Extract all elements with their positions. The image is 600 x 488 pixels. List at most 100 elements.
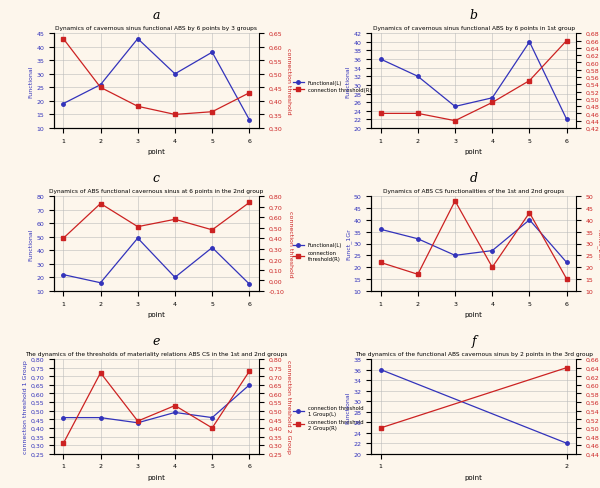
connection threshold(R) [97,85,104,91]
Functional(L) [563,117,570,123]
Line: Functional(L): Functional(L) [379,41,568,122]
Functional(L) [172,275,179,281]
Funct_1Gr(L) [451,253,458,259]
connection threshold(R) [60,37,67,42]
X-axis label: point: point [148,149,165,155]
Functional(L) [414,74,421,80]
Functional(L) [97,280,104,286]
connection threshold
1 Group(L) [172,409,179,415]
Funct_1Gr(L) [488,248,496,254]
Functional(L) [526,40,533,46]
Functional(L) [488,96,496,102]
Y-axis label: Functional: Functional [29,65,34,98]
Legend: connection threshold
1 Group(L), connection threshold
2 Group(R): connection threshold 1 Group(L), connect… [292,405,365,431]
connection threshold
2 Group(R) [134,418,142,424]
connection threshold(R) [134,104,142,110]
Y-axis label: Functional: Functional [346,390,351,423]
connection threshold
2 Group(R) [172,403,179,408]
connection
threshold(R) [488,101,496,106]
Line: connection
threshold(R): connection threshold(R) [62,202,251,241]
connection threshold
1 Group(L) [60,415,67,421]
Functional(L) [209,50,216,56]
Funct_2Gr(R) [488,264,496,270]
Line: Functional(L): Functional(L) [62,237,251,286]
Text: c: c [153,172,160,184]
Functional(L) [246,118,253,123]
Line: Funct_1Gr(L): Funct_1Gr(L) [379,219,568,264]
Funct_1Gr(L) [526,218,533,224]
Line: connection threshold
1 Group(L): connection threshold 1 Group(L) [62,384,251,425]
Line: Functional(L): Functional(L) [62,38,251,122]
Text: f: f [472,334,476,347]
Y-axis label: Funct_2Gr: Funct_2Gr [596,228,600,260]
Y-axis label: Funct_1Gr: Funct_1Gr [345,228,351,260]
connection threshold
2 Group(R) [209,425,216,431]
Functional(L) [60,102,67,107]
Title: Dynamics of ABS CS functionalities of the 1st and 2nd groups: Dynamics of ABS CS functionalities of th… [383,188,564,194]
connection threshold
2 Group(R) [60,441,67,447]
Y-axis label: connection threshold: connection threshold [287,211,293,277]
connection
threshold(R) [451,119,458,124]
X-axis label: point: point [148,474,165,480]
connection threshold
1 Group(L) [246,382,253,388]
connection
threshold(R) [172,217,179,223]
X-axis label: point: point [148,311,165,318]
Text: a: a [152,9,160,22]
Line: connection
threshold(R): connection threshold(R) [379,40,568,123]
Y-axis label: connection threshold 2 Group: connection threshold 2 Group [286,360,290,453]
Text: b: b [470,9,478,22]
Y-axis label: connection threshold: connection threshold [286,48,290,115]
Y-axis label: Functional: Functional [346,65,351,98]
Funct_1Gr(L) [377,227,384,233]
connection
threshold(R) [97,201,104,207]
connection threshold
1 Group(L) [134,420,142,426]
Funct_2Gr(R) [563,277,570,283]
connection threshold(R) [246,91,253,97]
Funct_2Gr(R) [526,210,533,216]
connection threshold(R) [172,112,179,118]
connection
threshold(R) [60,236,67,242]
Functional(L) [377,57,384,63]
Functional(L) [172,72,179,78]
X-axis label: point: point [465,474,482,480]
Title: Dynamics of cavernous sinus functional ABS by 6 points in 1st group: Dynamics of cavernous sinus functional A… [373,26,575,31]
Functional(L) [60,272,67,278]
X-axis label: point: point [465,149,482,155]
Line: connection threshold(R): connection threshold(R) [62,38,251,117]
Y-axis label: Functional: Functional [29,228,34,260]
Functional(L) [134,236,142,242]
connection
threshold(R) [377,111,384,117]
Title: Dynamics of ABS functional cavernous sinus at 6 points in the 2nd group: Dynamics of ABS functional cavernous sin… [49,188,263,194]
connection threshold
2 Group(R) [97,370,104,376]
Line: connection threshold
2 Group(R): connection threshold 2 Group(R) [62,369,251,445]
Legend: Functional(L), connection
threshold(R): Functional(L), connection threshold(R) [292,242,343,263]
Line: Funct_2Gr(R): Funct_2Gr(R) [379,200,568,281]
connection
threshold(R) [246,200,253,206]
Title: The dynamics of the thresholds of materiality relations ABS CS in the 1st and 2n: The dynamics of the thresholds of materi… [25,351,287,356]
connection threshold
2 Group(R) [246,368,253,374]
Legend: Functional(L), connection threshold(R): Functional(L), connection threshold(R) [292,80,373,94]
connection
threshold(R) [563,39,570,44]
Functional(L) [134,37,142,42]
Functional(L) [97,82,104,88]
Title: The dynamics of the functional ABS cavernous sinus by 2 points in the 3rd group: The dynamics of the functional ABS caver… [355,351,593,356]
connection
threshold(R) [526,79,533,84]
Funct_2Gr(R) [451,199,458,204]
Text: d: d [470,172,478,184]
Funct_2Gr(R) [414,272,421,278]
connection threshold
1 Group(L) [97,415,104,421]
Funct_1Gr(L) [563,260,570,266]
connection threshold
1 Group(L) [209,415,216,421]
Functional(L) [246,282,253,287]
connection
threshold(R) [134,224,142,230]
Y-axis label: connection threshold 1 Group: connection threshold 1 Group [23,360,28,453]
Functional(L) [451,104,458,110]
Text: e: e [152,334,160,347]
Funct_2Gr(R) [377,260,384,266]
connection
threshold(R) [414,111,421,117]
connection threshold(R) [209,109,216,115]
connection
threshold(R) [209,227,216,233]
Title: Dynamics of cavernous sinus functional ABS by 6 points by 3 groups: Dynamics of cavernous sinus functional A… [55,26,257,31]
X-axis label: point: point [465,311,482,318]
Functional(L) [209,245,216,251]
